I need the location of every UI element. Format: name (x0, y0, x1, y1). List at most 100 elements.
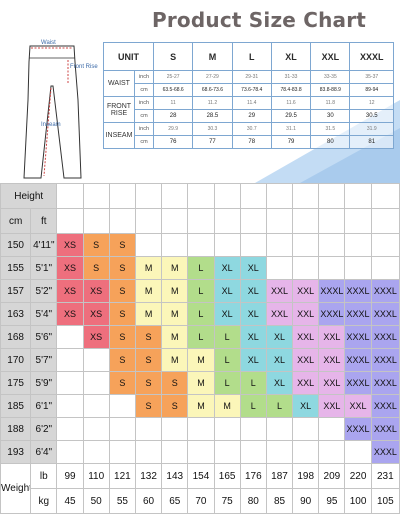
size-cell: XS (56, 256, 84, 280)
row-name-inseam: INSEAM (103, 122, 135, 149)
size-cell (265, 233, 294, 257)
weight-lb-value: 198 (292, 463, 320, 489)
weight-lb-value: 132 (134, 463, 163, 489)
value-inch: 30.7 (231, 122, 272, 136)
value-cm: 80 (310, 135, 351, 149)
size-cell: XS (82, 279, 110, 303)
height-weight-size-grid: Height cm ft 150 4'11" XS S S 155 5'1" XS S S M M L XL XL… (0, 183, 400, 514)
height-ft: 5'6" (30, 325, 58, 349)
size-cell: M (134, 279, 163, 303)
size-cell (82, 371, 110, 395)
grid-empty-cell (187, 183, 215, 209)
size-cell (56, 440, 84, 464)
size-cell (108, 440, 136, 464)
size-cell: S (108, 371, 136, 395)
grid-empty-cell (56, 183, 84, 209)
height-row: 170 5'7" S S M M L XL XL XXL XXL XXXL XXXL (0, 348, 400, 372)
weight-kg-value: 75 (213, 488, 241, 514)
weight-lb-value: 143 (161, 463, 189, 489)
size-cell: M (134, 256, 163, 280)
grid-empty-cell (187, 208, 215, 234)
height-cm: 155 (0, 256, 32, 280)
grid-empty-cell (108, 208, 136, 234)
value-cm: 89-94 (349, 83, 394, 97)
measurement-table: UNIT S M L XL XXL XXXL WAIST inch 25-27 … (103, 42, 394, 149)
unit-inch: inch (134, 122, 154, 136)
grid-header-row: Height (0, 183, 400, 209)
size-cell (344, 233, 372, 257)
height-cm: 163 (0, 302, 32, 326)
height-ft: 6'1" (30, 394, 58, 418)
size-cell: M (187, 348, 215, 372)
weight-kg-value: 45 (56, 488, 84, 514)
weight-kg-value: 60 (134, 488, 163, 514)
height-ft: 5'2" (30, 279, 58, 303)
size-cell: XXXL (344, 302, 372, 326)
value-cm: 79 (270, 135, 312, 149)
value-inch: 25-27 (152, 70, 194, 84)
size-cell: L (265, 394, 294, 418)
size-cell: XXXL (318, 279, 346, 303)
size-cell (161, 440, 189, 464)
size-cell (239, 417, 267, 441)
value-cm: 81 (349, 135, 394, 149)
size-cell: M (161, 256, 189, 280)
size-cell: S (134, 348, 163, 372)
grid-empty-cell (292, 208, 320, 234)
value-cm: 30.5 (349, 109, 394, 123)
size-cell: XXXL (344, 348, 372, 372)
size-cell: S (108, 348, 136, 372)
size-cell: XXL (292, 371, 320, 395)
grid-empty-cell (108, 183, 136, 209)
value-cm: 29.5 (270, 109, 312, 123)
size-cell: XL (239, 325, 267, 349)
weight-lb-value: 187 (265, 463, 294, 489)
page-title: Product Size Chart (152, 8, 367, 32)
unit-header: UNIT (103, 42, 154, 71)
size-cell: L (213, 325, 241, 349)
size-cell (318, 417, 346, 441)
weight-lb-row: Weight lb 99 110 121 132 143 154 165 176 187 198 209… (0, 463, 400, 514)
weight-lb-value: 121 (108, 463, 136, 489)
size-cell: XL (213, 279, 241, 303)
height-row: 185 6'1" S S M M L L XL XXL XXL XXXL (0, 394, 400, 418)
size-cell (108, 394, 136, 418)
value-inch: 11.2 (192, 96, 233, 110)
size-cell: S (82, 233, 110, 257)
size-cell: XL (292, 394, 320, 418)
weight-label: Weight (0, 463, 32, 514)
height-ft: 6'2" (30, 417, 58, 441)
grid-empty-cell (213, 183, 241, 209)
grid-empty-cell (134, 183, 163, 209)
grid-empty-cell (318, 208, 346, 234)
size-cell: XL (213, 256, 241, 280)
grid-empty-cell (265, 183, 294, 209)
inseam-inch-row: INSEAM inch 29.9 30.3 30.7 31.1 31.5 31.… (103, 122, 394, 149)
weight-lb-value: 231 (370, 463, 400, 489)
height-cm: 168 (0, 325, 32, 349)
size-cell (292, 256, 320, 280)
size-cell: XXXL (370, 371, 400, 395)
height-cm: 150 (0, 233, 32, 257)
height-row: 175 5'9" S S S M L L XL XXL XXL XXXL XXXL (0, 371, 400, 395)
size-cell (318, 440, 346, 464)
kg-unit-label: kg (30, 488, 58, 514)
size-cell (344, 256, 372, 280)
weight-kg-value: 50 (82, 488, 110, 514)
front-rise-label: Front Rise (70, 64, 98, 70)
size-cell: M (213, 394, 241, 418)
size-cell (292, 233, 320, 257)
size-cell: L (239, 394, 267, 418)
size-info-panel: Product Size Chart Waist Front Rise Inse… (0, 0, 400, 183)
value-cm: 76 (152, 135, 194, 149)
size-cell (265, 440, 294, 464)
height-cm: 157 (0, 279, 32, 303)
size-cell (318, 256, 346, 280)
grid-empty-cell (344, 208, 372, 234)
grid-empty-cell (239, 183, 267, 209)
unit-inch: inch (134, 96, 154, 110)
value-cm: 63.5-68.6 (152, 83, 194, 97)
size-cell: L (213, 348, 241, 372)
size-cell: S (108, 256, 136, 280)
grid-empty-cell (134, 208, 163, 234)
